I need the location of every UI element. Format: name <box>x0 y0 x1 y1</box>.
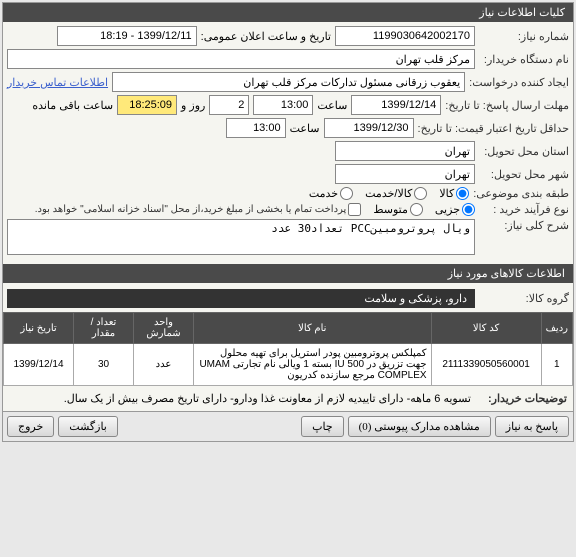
th-row: ردیف <box>541 313 572 344</box>
table-row[interactable]: 1 2111339050560001 کمپلکس پروترومبین پود… <box>4 344 573 386</box>
remain-label: ساعت باقی مانده <box>32 99 113 112</box>
cat-kala-radio[interactable] <box>456 187 469 200</box>
cat-service-option[interactable]: کالا/خدمت <box>365 187 427 200</box>
time-label-2: ساعت <box>290 122 320 135</box>
row-category: طبقه بندی موضوعی: کالا کالا/خدمت خدمت <box>7 187 569 200</box>
proc-medium-option[interactable]: متوسط <box>373 203 423 216</box>
th-code: کد کالا <box>431 313 541 344</box>
panel-title: کلیات اطلاعات نیاز <box>3 3 573 22</box>
main-panel: کلیات اطلاعات نیاز شماره نیاز: تاریخ و س… <box>2 2 574 442</box>
min-valid-label: حداقل تاریخ اعتبار قیمت: تا تاریخ: <box>418 122 569 135</box>
cell-name: کمپلکس پروترومبین پودر استریل برای تهیه … <box>194 344 432 386</box>
days-remaining[interactable] <box>209 95 249 115</box>
proc-medium-radio[interactable] <box>410 203 423 216</box>
need-no-field[interactable] <box>335 26 475 46</box>
row-group: گروه کالا: دارو، پزشکی و سلامت <box>3 285 573 312</box>
row-desc: شرح کلی نیاز: <box>7 219 569 255</box>
cell-qty: 30 <box>74 344 134 386</box>
deliver-state-label: استان محل تحویل: <box>479 145 569 158</box>
cell-unit: عدد <box>134 344 194 386</box>
footer-spacer <box>122 416 297 437</box>
deliver-state-field[interactable] <box>335 141 475 161</box>
table-header-row: ردیف کد کالا نام کالا واحد شمارش تعداد /… <box>4 313 573 344</box>
exit-button[interactable]: خروج <box>7 416 54 437</box>
th-qty: تعداد / مقدار <box>74 313 134 344</box>
attachments-button[interactable]: مشاهده مدارک پیوستی (0) <box>348 416 491 437</box>
th-date: تاریخ نیاز <box>4 313 74 344</box>
desc-field[interactable] <box>7 219 475 255</box>
process-label: نوع فرآیند خرید : <box>479 203 569 216</box>
row-process: نوع فرآیند خرید : جزیی متوسط پرداخت تمام… <box>7 203 569 216</box>
min-valid-date[interactable] <box>324 118 414 138</box>
deliver-city-field[interactable] <box>335 164 475 184</box>
notes-label: توضیحات خریدار: <box>477 392 567 405</box>
form-area: شماره نیاز: تاریخ و ساعت اعلان عمومی: نا… <box>3 22 573 262</box>
proc-small-label: جزیی <box>435 203 460 216</box>
buyer-org-label: نام دستگاه خریدار: <box>479 53 569 66</box>
cat-service-label: کالا/خدمت <box>365 187 412 200</box>
cat-kala-option[interactable]: کالا <box>439 187 469 200</box>
deliver-city-label: شهر محل تحویل: <box>479 168 569 181</box>
row-need-no: شماره نیاز: تاریخ و ساعت اعلان عمومی: <box>7 26 569 46</box>
notes-text: تسویه 6 ماهه- دارای تاییدیه لازم از معاو… <box>64 392 471 405</box>
proc-note-check[interactable]: پرداخت تمام یا بخشی از مبلغ خرید،از محل … <box>35 203 362 216</box>
cell-date: 1399/12/14 <box>4 344 74 386</box>
proc-medium-label: متوسط <box>373 203 408 216</box>
back-button[interactable]: بازگشت <box>58 416 118 437</box>
time-label-1: ساعت <box>317 99 347 112</box>
group-label: گروه کالا: <box>479 292 569 305</box>
proc-small-radio[interactable] <box>462 203 475 216</box>
th-name: نام کالا <box>194 313 432 344</box>
section-items-title: اطلاعات کالاهای مورد نیاز <box>3 264 573 283</box>
cat-khadamat-option[interactable]: خدمت <box>309 187 353 200</box>
day-label: روز و <box>181 99 205 112</box>
row-deliver-city: شهر محل تحویل: <box>7 164 569 184</box>
items-table: ردیف کد کالا نام کالا واحد شمارش تعداد /… <box>3 312 573 386</box>
need-no-label: شماره نیاز: <box>479 30 569 43</box>
proc-note-checkbox[interactable] <box>348 203 361 216</box>
proc-small-option[interactable]: جزیی <box>435 203 475 216</box>
announce-label: تاریخ و ساعت اعلان عمومی: <box>201 30 331 43</box>
min-valid-time[interactable] <box>226 118 286 138</box>
footer-bar: پاسخ به نیاز مشاهده مدارک پیوستی (0) چاپ… <box>3 411 573 441</box>
deadline-reply-time[interactable] <box>253 95 313 115</box>
category-radios: کالا کالا/خدمت خدمت <box>309 187 469 200</box>
buyer-org-field[interactable] <box>7 49 475 69</box>
group-value: دارو، پزشکی و سلامت <box>7 289 475 308</box>
row-deadline-reply: مهلت ارسال پاسخ: تا تاریخ: ساعت روز و سا… <box>7 95 569 115</box>
cat-khadamat-radio[interactable] <box>340 187 353 200</box>
th-unit: واحد شمارش <box>134 313 194 344</box>
deadline-reply-label: مهلت ارسال پاسخ: تا تاریخ: <box>445 99 569 112</box>
countdown-field <box>117 95 177 115</box>
contact-link[interactable]: اطلاعات تماس خریدار <box>7 76 108 89</box>
row-min-valid: حداقل تاریخ اعتبار قیمت: تا تاریخ: ساعت <box>7 118 569 138</box>
notes-row: توضیحات خریدار: تسویه 6 ماهه- دارای تایی… <box>3 386 573 411</box>
announce-field[interactable] <box>57 26 197 46</box>
row-deliver-state: استان محل تحویل: <box>7 141 569 161</box>
desc-label: شرح کلی نیاز: <box>479 219 569 232</box>
deadline-reply-date[interactable] <box>351 95 441 115</box>
print-button[interactable]: چاپ <box>301 416 344 437</box>
cat-kala-label: کالا <box>439 187 454 200</box>
creator-field[interactable] <box>112 72 465 92</box>
cat-khadamat-label: خدمت <box>309 187 338 200</box>
process-radios: جزیی متوسط پرداخت تمام یا بخشی از مبلغ خ… <box>35 203 475 216</box>
reply-button[interactable]: پاسخ به نیاز <box>495 416 569 437</box>
category-label: طبقه بندی موضوعی: <box>473 187 569 200</box>
creator-label: ایجاد کننده درخواست: <box>469 76 569 89</box>
cell-code: 2111339050560001 <box>431 344 541 386</box>
proc-note-text: پرداخت تمام یا بخشی از مبلغ خرید،از محل … <box>35 204 347 215</box>
cell-row: 1 <box>541 344 572 386</box>
row-creator: ایجاد کننده درخواست: اطلاعات تماس خریدار <box>7 72 569 92</box>
cat-service-radio[interactable] <box>414 187 427 200</box>
row-buyer-org: نام دستگاه خریدار: <box>7 49 569 69</box>
